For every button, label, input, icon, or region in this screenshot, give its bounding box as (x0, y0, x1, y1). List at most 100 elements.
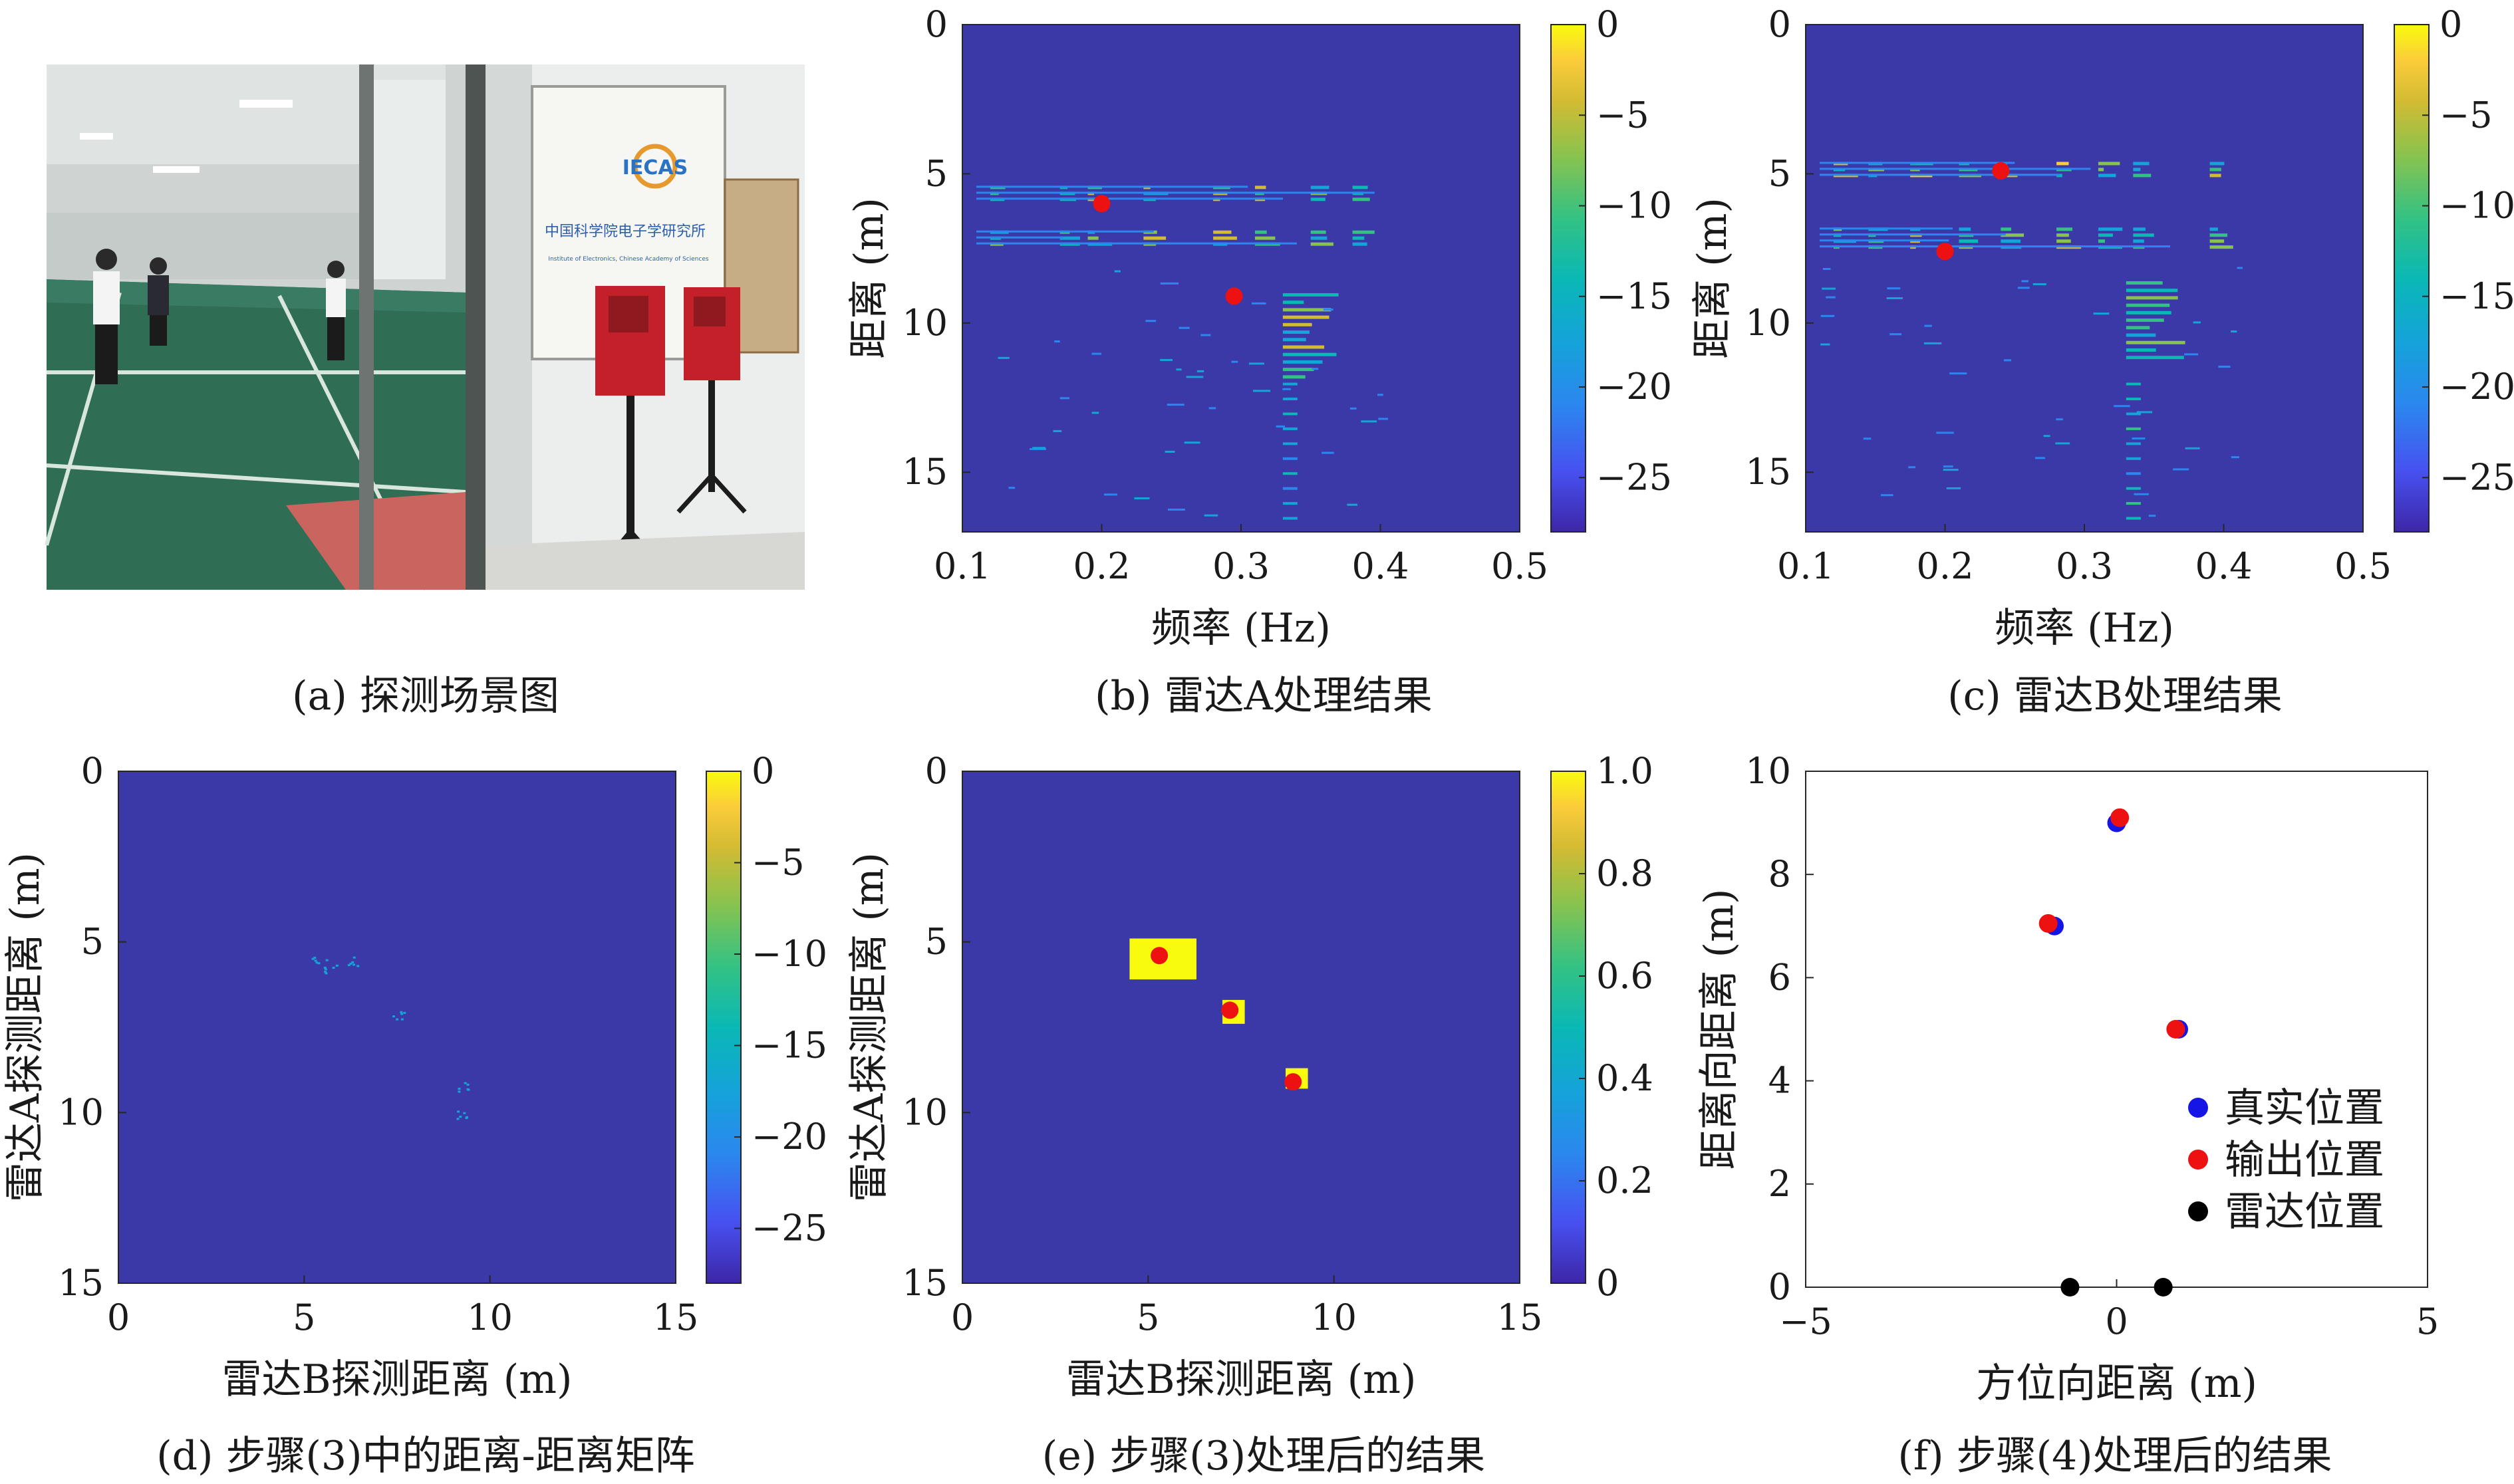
heat-cell (2185, 447, 2200, 449)
heat-cell (1145, 320, 1157, 322)
heat-cell (2136, 411, 2153, 414)
heat-cell (2093, 312, 2110, 315)
heat-cell (2098, 227, 2123, 231)
heat-cell (2126, 472, 2141, 475)
heat-cell (396, 1018, 399, 1021)
colorbar-tick-label: −20 (2440, 366, 2514, 408)
heat-cell (400, 1018, 404, 1021)
heat-cell (1282, 487, 1298, 490)
heat-cell (2004, 359, 2011, 362)
y-tick-label: 15 (1745, 451, 1791, 493)
heat-cell (2056, 233, 2069, 237)
heat-cell (1167, 404, 1185, 406)
heat-cell (2133, 239, 2144, 243)
legend-label: 雷达位置 (2225, 1189, 2384, 1235)
heat-cell (1282, 308, 1331, 312)
caption-d: (d) 步骤(3)中的距离-距离矩阵 (156, 1433, 695, 1479)
y-tick-label: 10 (1745, 302, 1791, 344)
heat-cell (2133, 174, 2152, 178)
heat-cell (2056, 162, 2069, 166)
y-tick-label: 10 (1745, 750, 1791, 792)
heat-cell (2056, 418, 2063, 421)
colorbar-e (1550, 771, 1586, 1284)
heat-cell (2209, 227, 2218, 231)
colorbar-tick-label: −25 (1596, 456, 1672, 498)
colorbar-tick-label: 0 (1596, 3, 1619, 45)
scatter-point (2166, 1020, 2185, 1039)
heat-cell (1282, 502, 1298, 505)
heat-cell (2055, 442, 2070, 445)
heat-cell (1310, 236, 1327, 240)
heat-cell (1032, 447, 1046, 449)
y-axis-label: 距离 (m) (846, 197, 893, 359)
heat-cell (400, 1011, 403, 1013)
y-tick-label: 0 (1768, 3, 1791, 45)
heat-cell (1959, 227, 1971, 231)
y-tick-label: 5 (925, 152, 948, 194)
heat-cell (1282, 517, 1298, 520)
colorbar-tick-label: −15 (1596, 275, 1672, 317)
heat-cell (2098, 168, 2104, 172)
heat-cell (1253, 390, 1271, 392)
heat-cell (1248, 362, 1264, 365)
person-figure-1 (93, 249, 120, 384)
heat-cell (317, 962, 321, 965)
heat-cell (1282, 375, 1306, 379)
heat-cell (1029, 447, 1046, 450)
colorbar-tick-label: −25 (2440, 456, 2514, 498)
heat-cell (2231, 330, 2237, 333)
heat-cell (351, 961, 354, 963)
heat-cell (400, 1013, 404, 1015)
photo-panel: IECAS 中国科学院电子学研究所 Institute of Electroni… (45, 64, 805, 591)
heat-cell (2126, 310, 2171, 314)
heat-cell (1352, 236, 1365, 240)
heat-cell (2209, 174, 2221, 178)
colorbar-tick-label: 0 (752, 750, 774, 792)
heat-cell (1282, 301, 1304, 305)
y-tick-label: 0 (81, 750, 104, 792)
heat-cell (1959, 239, 1979, 243)
heat-cell (2184, 353, 2199, 356)
heat-cell (1282, 330, 1310, 334)
colorbar-tick-label: −20 (1596, 366, 1672, 408)
heat-cell (1863, 437, 1872, 440)
heat-cell (1282, 322, 1312, 326)
heat-cell (1053, 430, 1062, 432)
heat-cell (2126, 326, 2150, 330)
heat-cell (1254, 236, 1276, 240)
colorbar-b (1550, 24, 1586, 533)
caption-a: (a) 探测场景图 (292, 673, 559, 719)
heat-cell (1254, 186, 1266, 189)
heat-cell (457, 1110, 460, 1113)
heat-cell (2126, 502, 2141, 505)
heatmap-texture-b (976, 186, 1389, 520)
heatmap-background-d (118, 771, 676, 1283)
heat-cell (1134, 497, 1150, 499)
heat-cell (332, 967, 335, 969)
photo-sign-text: 中国科学院电子学研究所 (545, 223, 706, 240)
heat-cell (2126, 457, 2141, 460)
heatmap-background-e (962, 771, 1520, 1283)
heat-cell (311, 957, 315, 960)
heat-cell (1377, 394, 1383, 396)
heat-cell (2021, 280, 2028, 283)
heat-cell (1819, 168, 2091, 170)
heat-cell (466, 1083, 470, 1086)
colorbar-tick-label: 0.6 (1596, 955, 1653, 997)
heat-cell (2134, 493, 2149, 495)
x-tick-label: 0 (951, 1297, 974, 1338)
colorbar-tick-label: 0.4 (1596, 1057, 1653, 1099)
legend-marker (2188, 1150, 2208, 1170)
heat-cell (976, 242, 1297, 245)
y-tick-label: 6 (1768, 956, 1791, 998)
heat-cell (2126, 281, 2163, 285)
heat-cell (2056, 239, 2071, 243)
heat-cell (323, 966, 327, 969)
heat-cell (2034, 457, 2045, 459)
heat-cell (2237, 267, 2243, 269)
scatter-point (2154, 1278, 2173, 1297)
x-axis-label: 雷达B探测距离 (m) (222, 1356, 573, 1403)
y-tick-label: 15 (902, 451, 948, 493)
